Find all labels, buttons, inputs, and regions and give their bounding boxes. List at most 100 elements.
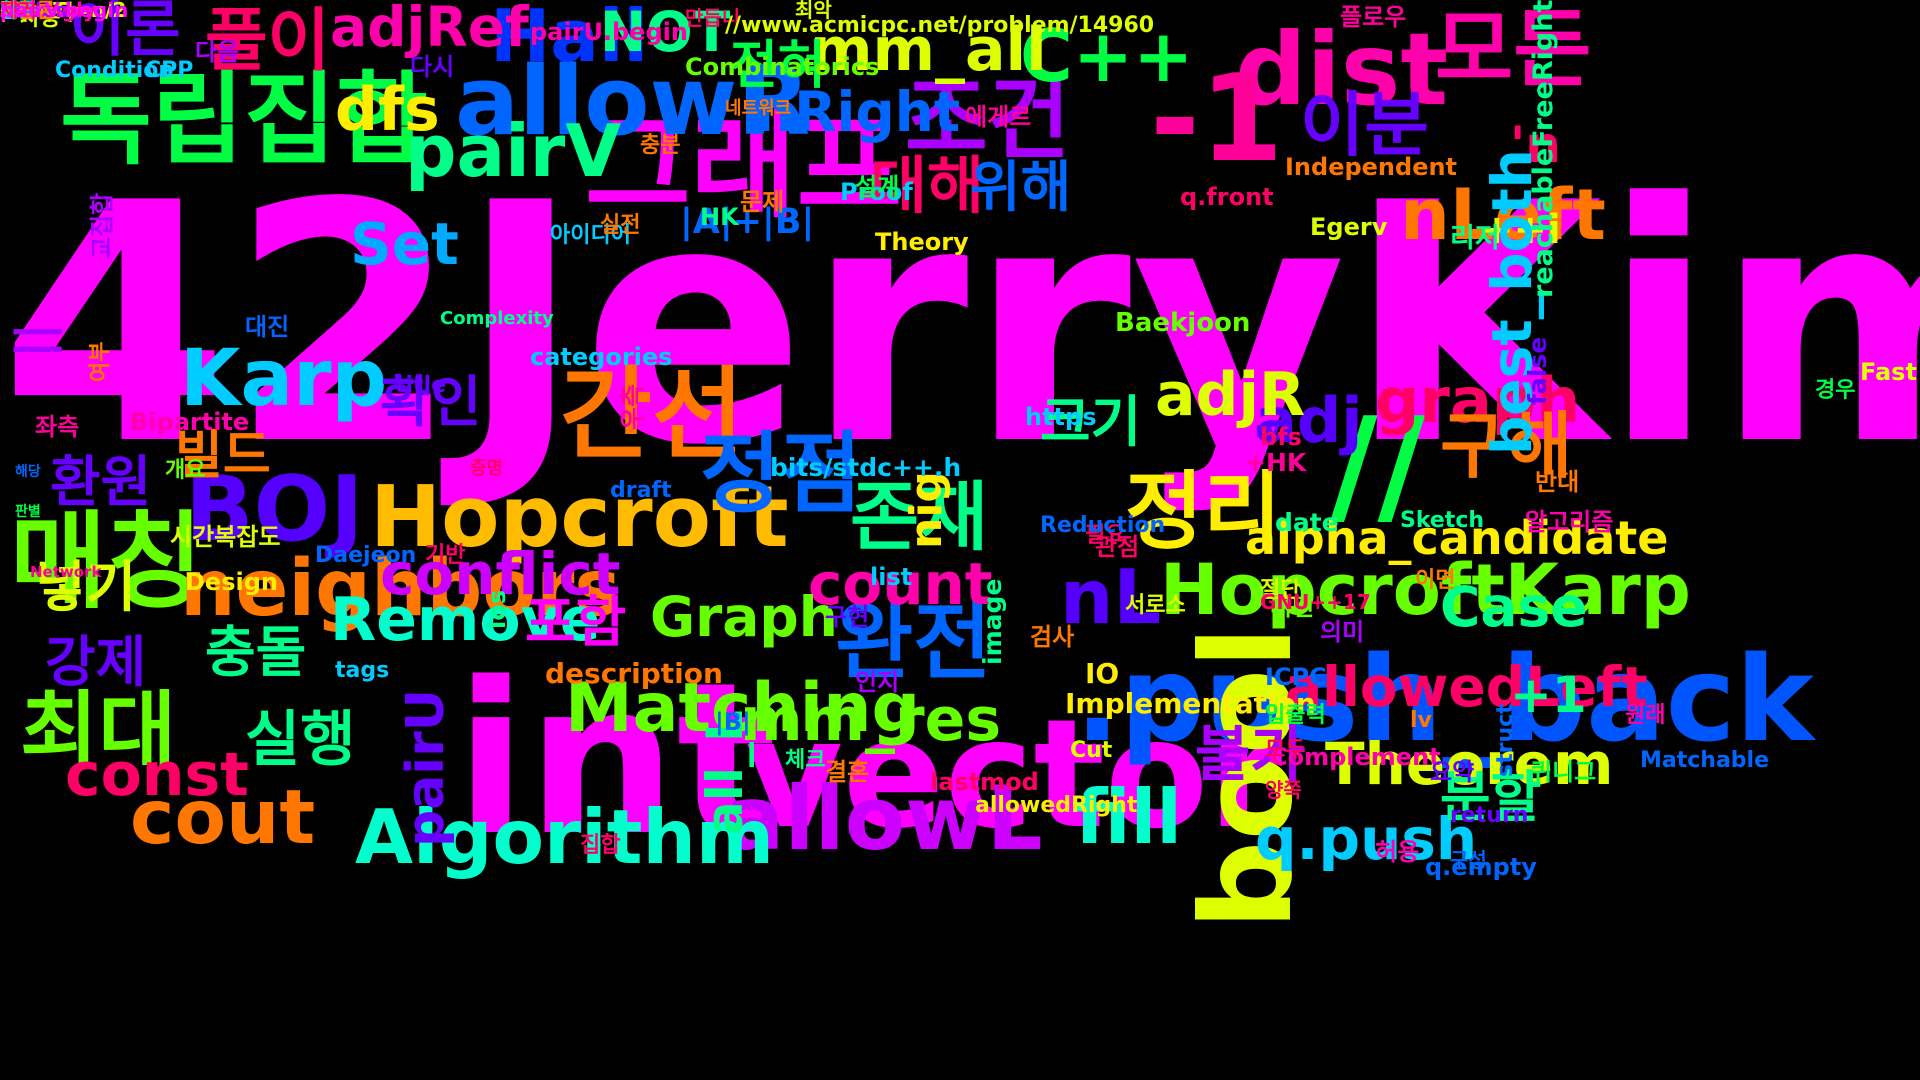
cloud-word: nL: [1060, 553, 1162, 641]
cloud-word: 려면: [1270, 593, 1315, 621]
cloud-word: ios: [483, 590, 511, 629]
cloud-word: 우측: [618, 383, 647, 430]
cloud-word: 대진: [245, 313, 290, 341]
cloud-word: Design: [185, 568, 278, 596]
cloud-word: 입출력: [1265, 703, 1326, 728]
cloud-word: Egerv: [1310, 213, 1388, 241]
cloud-word: 문제: [740, 188, 785, 216]
cloud-word: 충돌: [205, 620, 307, 684]
cloud-word: q.front: [1180, 183, 1274, 211]
cloud-word: 플로우: [1340, 3, 1407, 31]
cloud-word: 정점: [700, 422, 862, 525]
cloud-word: 인지: [855, 668, 900, 696]
cloud-word: 모두: [1265, 738, 1306, 763]
cloud-word: Algorithm: [355, 793, 775, 881]
cloud-word: Hopcroft: [370, 468, 789, 567]
cloud-word: nRight: [755, 80, 961, 144]
cloud-word: 최대: [20, 683, 177, 782]
cloud-word: +1: [1510, 666, 1587, 724]
cloud-word: count: [808, 550, 993, 618]
cloud-word: fill: [1075, 773, 1183, 861]
cloud-word: 한쪽: [0, 0, 37, 22]
cloud-word: 실행: [245, 705, 356, 775]
cloud-word: 분할: [1440, 765, 1542, 829]
cloud-word: C++: [1020, 14, 1194, 98]
cloud-word: 독립집합: [60, 61, 428, 178]
cloud-word: categories: [530, 343, 673, 371]
cloud-word: 간의: [0, 0, 37, 22]
cloud-word: GNU++17: [1260, 590, 1371, 614]
cloud-word: adjR: [1155, 360, 1306, 430]
cloud-word: lastmod: [930, 768, 1039, 796]
cloud-word: dist: [1235, 11, 1449, 128]
cloud-word: 여부: [88, 341, 113, 382]
cloud-word: Theorem: [1325, 730, 1614, 798]
cloud-word: cout: [130, 773, 316, 861]
cloud-word: 구현: [825, 603, 870, 631]
cloud-word: HK: [700, 203, 739, 231]
cloud-word: vector: [745, 688, 1283, 862]
cloud-word: Combinatorics: [685, 53, 880, 81]
cloud-word: reachableFreeRight: [1528, 0, 1559, 299]
cloud-word: Daejeon: [315, 543, 417, 568]
cloud-word: const: [65, 740, 249, 810]
cloud-word: 충분: [640, 133, 681, 158]
cloud-word: alpha_candidate: [1245, 511, 1669, 565]
cloud-word: list: [870, 563, 913, 591]
cloud-word: pairV.begin: [0, 0, 129, 22]
cloud-word: 그래프: [585, 100, 903, 234]
cloud-word: 체크: [785, 748, 826, 773]
cloud-word: 절단: [1260, 578, 1301, 603]
cloud-word: 정리: [1125, 463, 1282, 562]
cloud-word: //: [1330, 389, 1425, 541]
cloud-word: IO: [1085, 657, 1120, 690]
cloud-word: 집합: [580, 833, 621, 858]
cloud-word: q.push: [1255, 805, 1478, 873]
cloud-word: Matching: [565, 669, 921, 748]
cloud-word: 구해: [1440, 404, 1573, 488]
cloud-word: https: [1025, 403, 1097, 431]
cloud-word: 허용: [1375, 838, 1420, 866]
cloud-word: 확인: [380, 370, 482, 434]
cloud-word: mm_all: [810, 15, 1047, 85]
cloud-word: 별도: [0, 0, 37, 22]
cloud-word: struct: [1493, 703, 1518, 777]
cloud-word: 존재: [850, 473, 989, 561]
cloud-word: neighbors: [180, 544, 621, 634]
cloud-word: 전혀: [730, 36, 826, 96]
cloud-word: NOT: [600, 0, 731, 64]
cloud-word: Complexity: [440, 308, 554, 329]
cloud-word: Theory: [875, 228, 969, 256]
cloud-word: lv: [1410, 708, 1432, 733]
cloud-word: conflict: [380, 540, 621, 608]
cloud-word: 교집합: [88, 192, 116, 259]
cloud-word: 만듭니: [685, 6, 741, 30]
cloud-word: //www.acmicpc.net/problem/14960: [725, 13, 1155, 38]
cloud-word: 좌측: [35, 413, 80, 441]
cloud-word: 에게르: [965, 103, 1032, 131]
cloud-word: 간선: [560, 356, 744, 473]
cloud-word: 설계: [855, 173, 900, 201]
cloud-word: Proof: [840, 178, 913, 206]
cloud-word: Network: [30, 563, 102, 581]
cloud-word: 이웃: [0, 0, 37, 22]
cloud-word: pairU.begin: [530, 18, 688, 46]
cloud-word: dfs: [335, 75, 440, 145]
cloud-word: Fast: [1860, 358, 1917, 386]
cloud-word: 요약: [1430, 758, 1475, 786]
cloud-word: 'n: [1510, 116, 1561, 174]
cloud-word: Reduction: [1040, 513, 1166, 538]
cloud-word: 완전: [835, 593, 992, 692]
cloud-word: pairU: [396, 688, 456, 847]
cloud-word: 구성: [1450, 848, 1487, 872]
cloud-word: 위해: [970, 155, 1072, 219]
cloud-word: 의미: [1320, 618, 1365, 646]
cloud-word: nLeft: [1400, 174, 1606, 256]
cloud-word: Sketch: [1400, 508, 1485, 533]
cloud-word: 다시: [410, 53, 455, 81]
cloud-word: 시간복잡도: [170, 523, 281, 551]
cloud-word: 증명: [470, 458, 504, 479]
cloud-word: ry: [1255, 418, 1281, 443]
cloud-word: BOJ: [185, 457, 364, 562]
